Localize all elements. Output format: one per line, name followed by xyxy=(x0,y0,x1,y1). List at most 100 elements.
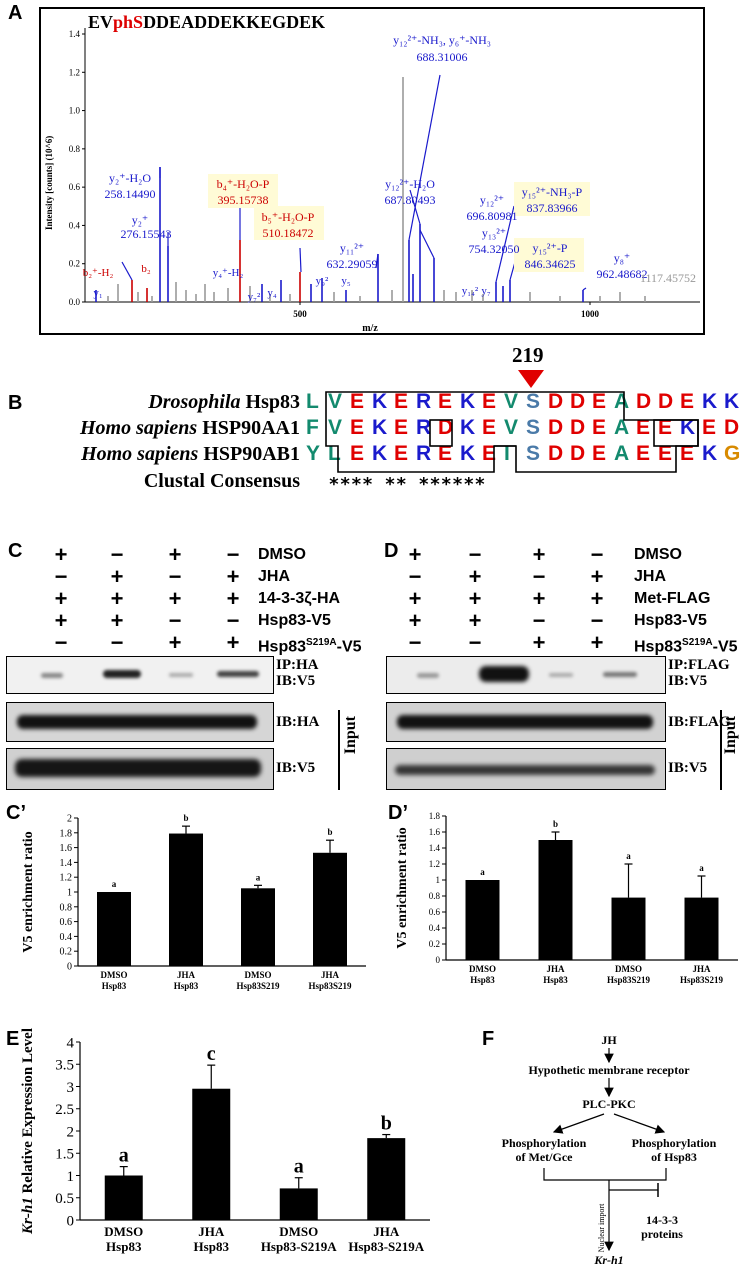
input-bracket-c xyxy=(338,710,340,790)
spectrum-annotation: y₇ xyxy=(481,285,491,297)
condition-sign: − xyxy=(532,564,546,589)
blot-c-ha xyxy=(6,702,274,742)
panel-letter-e: E xyxy=(6,1028,20,1050)
condition-sign: + xyxy=(532,586,546,611)
node-met-phos-2: of Met/Gce xyxy=(516,1150,574,1164)
bar xyxy=(279,1188,318,1220)
category-label: JHA xyxy=(177,970,196,980)
spectrum-annotation: 687.80493 xyxy=(385,193,436,207)
y-axis-label: V5 enrichment ratio xyxy=(21,831,36,952)
category-label: DMSO xyxy=(279,1224,318,1239)
label-nuclear-import: Nuclear import xyxy=(597,1203,606,1252)
category-label: DMSO xyxy=(104,1224,143,1239)
condition-sign: + xyxy=(168,542,182,567)
condition-sign: + xyxy=(110,608,124,633)
blot-c-label-ip: IP:HA xyxy=(276,657,319,673)
y-tick-label: 1 xyxy=(67,1169,75,1185)
category-label: DMSO xyxy=(101,970,128,980)
y-tick-label: 0.6 xyxy=(429,907,441,917)
site-number: 219 xyxy=(512,343,544,367)
condition-sign: − xyxy=(468,542,482,567)
y-tick-label: 0.8 xyxy=(429,891,441,901)
condition-sign: − xyxy=(54,630,68,655)
alignment-row-label: Homo sapiens HSP90AA1 xyxy=(79,417,300,439)
condition-sign: − xyxy=(590,608,604,633)
condition-sign: − xyxy=(226,542,240,567)
condition-sign: − xyxy=(110,542,124,567)
category-label: Hsp83 xyxy=(174,981,199,991)
spectrum-annotation: 837.83966 xyxy=(527,201,578,215)
condition-sign: + xyxy=(468,564,482,589)
condition-sign: + xyxy=(590,630,604,655)
bar xyxy=(367,1138,406,1220)
condition-sign: − xyxy=(226,608,240,633)
panel-letter-b: B xyxy=(8,392,23,414)
spectrum-annotation: y₁₅²⁺-P xyxy=(533,241,568,255)
spectrum-annotation: y₁₂²⁺-H₂O xyxy=(385,177,435,191)
y-tick-label: 1.8 xyxy=(429,811,441,821)
y-tick-label: 1 xyxy=(436,875,441,885)
spectrum-xtick: 1000 xyxy=(581,309,600,319)
node-plc-pkc: PLC-PKC xyxy=(582,1097,635,1111)
spectrum-annotation: 632.29059 xyxy=(327,257,378,271)
bar xyxy=(611,897,646,960)
condition-label: Met-FLAG xyxy=(634,590,711,607)
alignment-row-label: Drosophila Hsp83 xyxy=(148,391,300,413)
category-label: Hsp83 xyxy=(470,975,495,985)
condition-sign: + xyxy=(590,564,604,589)
condition-label: 14-3-3ζ-HA xyxy=(258,590,341,607)
category-label: Hsp83S219 xyxy=(680,975,724,985)
spectrum-annotation: b₂⁺-H₂ xyxy=(83,267,114,279)
y-tick-label: 3 xyxy=(67,1080,75,1096)
spectrum-annotation: y₈⁺ xyxy=(614,251,631,265)
category-label: Hsp83 xyxy=(194,1239,230,1254)
spectrum-annotation: 276.15543 xyxy=(121,227,172,241)
spectrum-ytick: 0.4 xyxy=(69,220,81,230)
spectrum-annotation: y₅ xyxy=(341,275,351,287)
spectrum-annotation: 688.31006 xyxy=(417,50,468,64)
blot-c-v5 xyxy=(6,748,274,790)
condition-sign: + xyxy=(168,586,182,611)
y-tick-label: 0 xyxy=(436,955,441,965)
significance-letter: a xyxy=(626,851,631,861)
significance-letter: b xyxy=(553,819,558,829)
peptide-sequence: EVphSDDEADDEKKEGDEK xyxy=(88,12,325,32)
condition-label: JHA xyxy=(634,568,667,585)
significance-letter: a xyxy=(699,863,704,873)
mass-spectrum: 0.0 0.2 0.4 0.6 0.8 1.0 1.2 1.4 500 1000 y₁₂²⁺-NH₃… xyxy=(39,7,705,335)
category-label: JHA xyxy=(547,964,566,974)
y-tick-label: 2 xyxy=(67,1124,75,1140)
panel-letter-f: F xyxy=(482,1028,495,1050)
blot-d-flag xyxy=(386,702,666,742)
spectrum-annotation: 696.80981 xyxy=(467,209,518,223)
condition-sign: + xyxy=(532,630,546,655)
spectrum-annotation: y₇² xyxy=(248,291,261,303)
y-tick-label: 0.5 xyxy=(55,1191,74,1207)
condition-sign: + xyxy=(226,586,240,611)
spectrum-annotation: y₁₁²⁺ xyxy=(340,241,364,255)
input-label-c: Input xyxy=(342,716,359,755)
y-tick-label: 1 xyxy=(67,888,72,899)
spectrum-annotation: y₁₂²⁺-NH₃, y₆⁺-NH₃ xyxy=(393,33,491,47)
spectrum-ytick: 1.4 xyxy=(69,29,81,39)
spectrum-annotation: 754.32050 xyxy=(469,242,520,256)
y-tick-label: 0.2 xyxy=(429,939,440,949)
y-tick-label: 1.2 xyxy=(60,873,73,884)
pathway-diagram: JH Hypothetic membrane receptor PLC-PKC … xyxy=(502,1033,717,1267)
condition-sign: + xyxy=(408,586,422,611)
spectrum-ytick: 1.0 xyxy=(69,106,81,116)
category-label: DMSO xyxy=(245,970,272,980)
y-tick-label: 2.5 xyxy=(55,1102,74,1118)
blot-d-v5 xyxy=(386,748,666,790)
spectrum-annotation: 258.14490 xyxy=(105,187,156,201)
condition-sign: + xyxy=(226,564,240,589)
node-1433-2: proteins xyxy=(641,1227,683,1241)
condition-sign: − xyxy=(468,630,482,655)
condition-sign: + xyxy=(110,564,124,589)
condition-sign: − xyxy=(110,630,124,655)
blot-c-label-ib: IB:V5 xyxy=(276,673,316,689)
y-tick-label: 3.5 xyxy=(55,1058,74,1074)
consensus-label: Clustal Consensus xyxy=(143,470,300,492)
condition-sign: − xyxy=(532,608,546,633)
blot-c-label-v5: IB:V5 xyxy=(276,760,316,776)
